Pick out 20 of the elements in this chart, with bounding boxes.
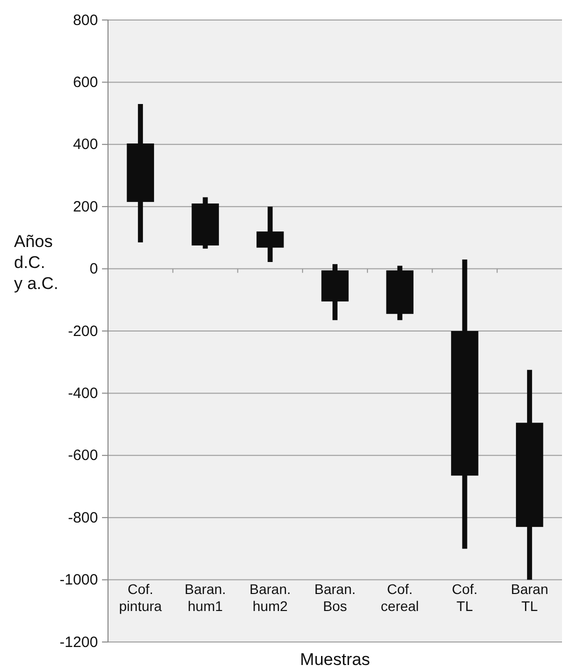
x-tick-label: Baran TL — [510, 581, 548, 614]
y-tick-label: 400 — [72, 136, 98, 154]
y-tick-label: 600 — [72, 74, 98, 91]
x-tick-label: Cof. cereal — [380, 581, 419, 614]
y-tick-label: -200 — [68, 322, 98, 340]
y-tick-label: 800 — [72, 12, 98, 29]
y-tick-label: -600 — [68, 447, 98, 464]
x-tick-label: Cof. pintura — [119, 581, 162, 614]
x-tick-label: Baran. hum2 — [250, 581, 291, 614]
x-axis-title: Muestras — [300, 650, 370, 669]
y-tick-label: -1000 — [60, 572, 98, 589]
x-tick-label: Baran. hum1 — [184, 581, 226, 614]
y-tick-label: 0 — [90, 260, 98, 278]
y-tick-label: -800 — [68, 509, 98, 526]
y-tick-label: -1200 — [60, 634, 98, 651]
y-tick-label: 200 — [72, 198, 98, 216]
y-tick-label: -400 — [68, 385, 98, 402]
x-tick-label: Cof. TL — [452, 581, 478, 614]
x-tick-label: Baran. Bos — [314, 581, 356, 614]
y-axis-title: Años d.C. y a.C. — [14, 232, 58, 293]
